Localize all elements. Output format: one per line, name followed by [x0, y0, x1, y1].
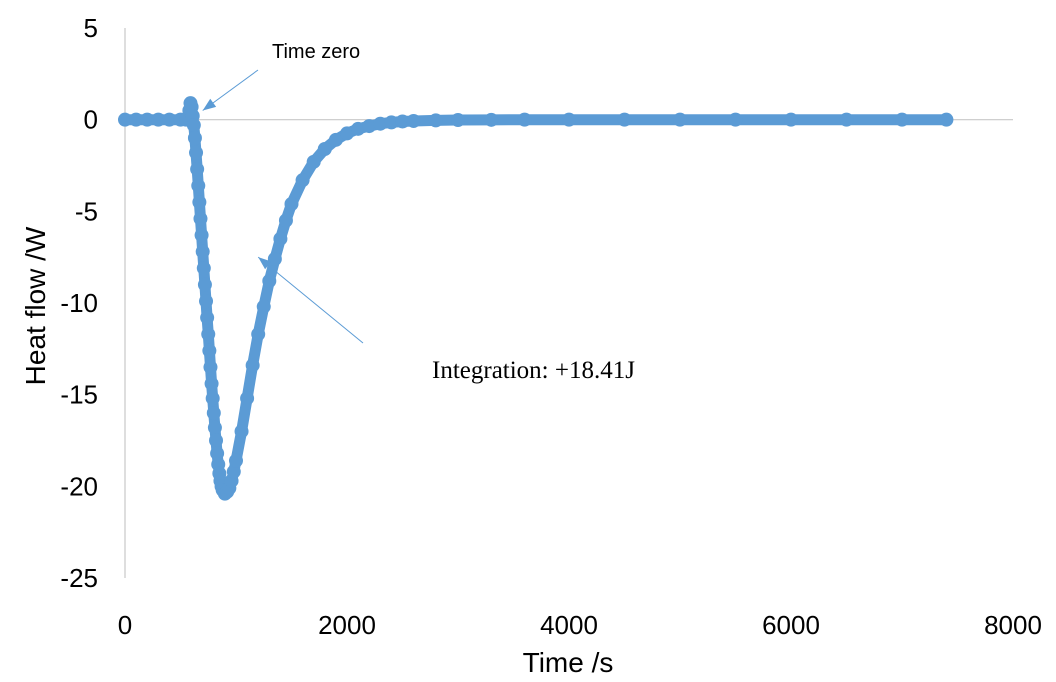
data-point	[209, 433, 224, 448]
data-point	[784, 112, 798, 127]
data-point	[939, 112, 954, 127]
data-point	[186, 118, 201, 133]
data-point	[395, 114, 410, 129]
data-point	[251, 327, 266, 342]
y-tick-labels: 5 0 -5 -10 -15 -20 -25	[60, 13, 98, 593]
data-point	[245, 358, 260, 373]
data-point	[256, 299, 271, 314]
data-point	[206, 406, 221, 420]
x-tick-labels: 0 2000 4000 6000 8000	[118, 610, 1042, 640]
data-point	[728, 112, 743, 127]
data-point	[118, 112, 132, 127]
data-point	[192, 195, 207, 210]
data-point	[362, 119, 377, 134]
data-point	[284, 197, 299, 211]
data-point	[267, 252, 282, 266]
data-point	[484, 112, 499, 127]
x-tick-label: 8000	[984, 610, 1042, 640]
data-point	[895, 112, 909, 127]
data-point	[428, 113, 443, 128]
x-axis-title: Time /s	[523, 647, 614, 678]
data-point	[187, 131, 202, 145]
data-point	[351, 121, 366, 136]
y-axis-title: Heat flow /W	[20, 226, 51, 385]
x-tick-label: 6000	[762, 610, 820, 640]
annotation-arrowhead	[258, 257, 272, 270]
y-tick-label: -15	[60, 380, 98, 410]
data-point	[210, 446, 225, 461]
data-point	[189, 145, 204, 160]
annotation-integration: Integration: +18.41J	[432, 357, 635, 384]
data-point	[205, 391, 220, 406]
data-point	[278, 213, 293, 228]
data-point	[197, 277, 212, 292]
data-point	[451, 113, 465, 128]
data-point	[273, 231, 288, 246]
data-point	[193, 211, 208, 226]
data-point	[340, 126, 354, 141]
data-point	[194, 228, 209, 243]
data-point	[384, 115, 399, 130]
data-point	[673, 112, 687, 127]
data-point	[191, 178, 206, 193]
data-point	[199, 294, 214, 309]
y-tick-label: 0	[84, 105, 98, 135]
data-point	[295, 173, 310, 188]
data-series	[118, 96, 954, 501]
data-point	[839, 112, 854, 127]
data-point	[201, 327, 216, 342]
x-tick-label: 4000	[540, 610, 598, 640]
data-point	[203, 360, 218, 375]
y-tick-label: -25	[60, 563, 98, 593]
data-point	[151, 112, 166, 127]
data-point	[129, 112, 144, 127]
data-point	[162, 112, 177, 127]
data-point	[196, 261, 211, 276]
data-point	[226, 464, 241, 479]
data-point	[373, 116, 388, 131]
x-tick-label: 2000	[318, 610, 376, 640]
data-point	[306, 154, 321, 169]
data-point	[195, 244, 210, 259]
annotation-arrowhead	[202, 98, 217, 111]
data-point	[204, 376, 219, 391]
y-tick-label: 5	[84, 13, 98, 43]
series-trace	[119, 97, 952, 500]
annotation-time-zero: Time zero	[272, 41, 360, 63]
data-point	[240, 391, 255, 406]
data-point	[617, 112, 632, 127]
data-point	[202, 343, 217, 358]
data-point	[262, 274, 277, 288]
y-tick-label: -5	[75, 196, 98, 226]
data-point	[229, 453, 243, 468]
annotations: Time zero Integration: +18.41J	[202, 41, 635, 384]
data-point	[140, 112, 155, 127]
y-tick-label: -10	[60, 288, 98, 318]
data-point	[562, 112, 576, 127]
data-point	[317, 142, 332, 156]
y-tick-label: -20	[60, 471, 98, 501]
x-tick-label: 0	[118, 610, 132, 640]
data-point	[234, 424, 249, 439]
annotation-arrow	[257, 256, 364, 344]
data-point	[406, 113, 421, 128]
data-point	[200, 310, 215, 325]
data-point	[517, 112, 532, 127]
data-point	[207, 420, 222, 435]
data-point	[190, 162, 205, 177]
data-point	[328, 132, 343, 147]
